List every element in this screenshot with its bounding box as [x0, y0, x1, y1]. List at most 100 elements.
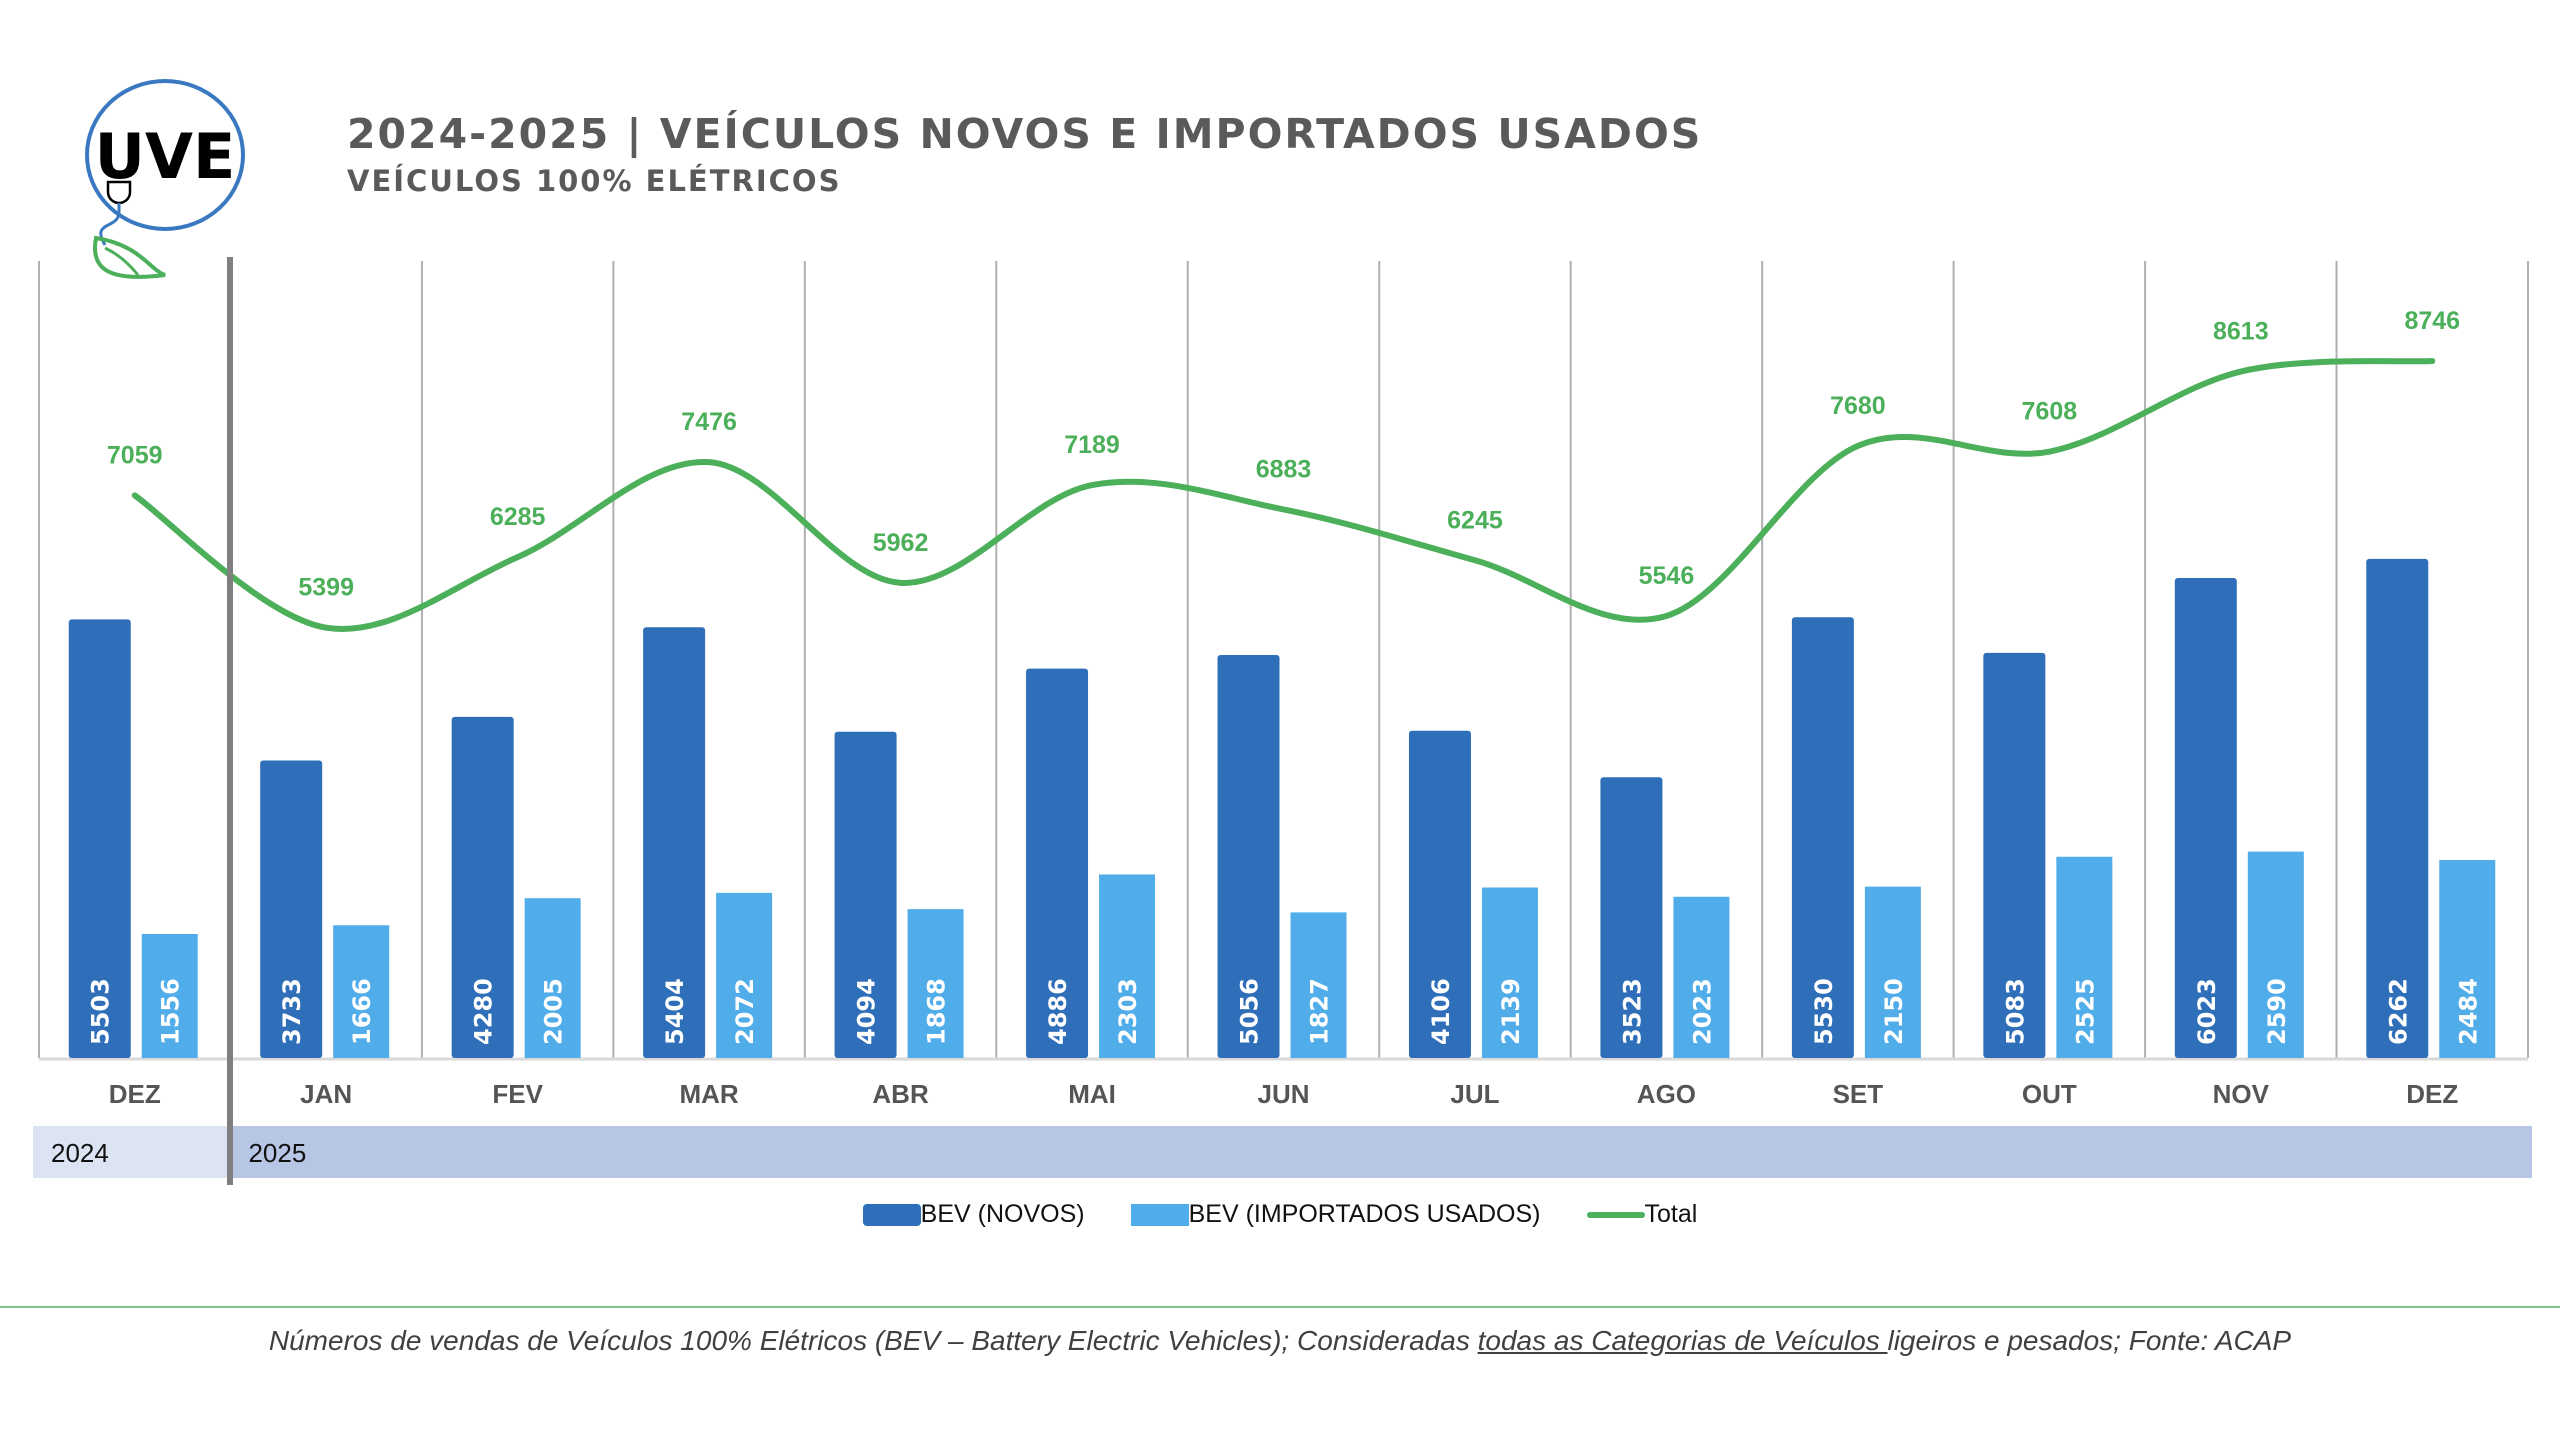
bar-usados: [2247, 851, 2304, 1058]
bar-label-usados: 1666: [348, 978, 376, 1045]
total-label: 7476: [681, 408, 737, 436]
bar-label-novos: 5503: [87, 978, 115, 1045]
bar-novos: [643, 627, 706, 1058]
bar-usados: [141, 933, 198, 1058]
x-tick-label: DEZ: [109, 1079, 161, 1109]
bar-label-novos: 4886: [1044, 978, 1072, 1045]
bar-usados: [524, 898, 581, 1058]
bar-label-usados: 2139: [1497, 978, 1525, 1045]
total-label: 7059: [107, 441, 163, 469]
year-band-2025: [230, 1126, 2533, 1178]
legend-item-total: Total: [1586, 1200, 1697, 1229]
total-label: 6245: [1447, 506, 1503, 534]
x-tick-label: JUL: [1450, 1079, 1499, 1109]
total-line: [131, 357, 2436, 632]
footer-note: Números de vendas de Veículos 100% Elétr…: [0, 1325, 2560, 1357]
legend-label-novos: BEV (NOVOS): [920, 1200, 1085, 1228]
bar-usados: [716, 892, 773, 1058]
bar-label-usados: 2005: [540, 978, 568, 1045]
total-label: 7680: [1830, 392, 1886, 420]
bar-novos: [1217, 655, 1280, 1058]
bar-label-novos: 5056: [1236, 978, 1264, 1045]
x-tick-label: DEZ: [2406, 1079, 2458, 1109]
bar-novos: [1983, 652, 2046, 1058]
uve-logo: UVE: [85, 79, 245, 279]
chart-title: 2024-2025 | VEÍCULOS NOVOS E IMPORTADOS …: [347, 110, 1703, 158]
year-divider: [227, 257, 233, 1185]
category-gridlines: [38, 261, 2529, 1061]
legend-item-novos: BEV (NOVOS): [862, 1200, 1085, 1229]
logo-circle-icon: [85, 79, 245, 231]
bar-label-novos: 3733: [278, 978, 306, 1045]
x-tick-label: ABR: [872, 1079, 929, 1109]
total-label: 6285: [490, 503, 546, 531]
bar-novos: [1408, 730, 1471, 1058]
footer-source: ligeiros e pesados; Fonte: ACAP: [1887, 1325, 2292, 1356]
bar-label-novos: 3523: [1618, 978, 1646, 1045]
bar-usados: [1481, 887, 1538, 1058]
bar-label-usados: 1868: [923, 978, 951, 1045]
total-data-labels: 7059 5399 6285 7476 5962 7189 6883 6245 5546 7680…: [107, 307, 2460, 602]
bar-label-novos: 6023: [2193, 978, 2221, 1045]
bar-data-labels: 5503 1556 3733 1666 4280 2005 5404 2072 4094 1868…: [87, 978, 2483, 1045]
total-label: 7608: [2022, 398, 2078, 426]
leaf-icon: [93, 235, 166, 279]
bar-usados: [2439, 860, 2496, 1058]
footer-divider: [0, 1306, 2560, 1308]
year-label: 2025: [248, 1138, 306, 1168]
year-band: 2024 2025: [33, 1126, 2533, 1178]
series-bev-usados: [141, 851, 2496, 1058]
bar-label-novos: 5404: [661, 978, 689, 1045]
x-tick-label: FEV: [492, 1079, 543, 1109]
bar-label-usados: 1556: [157, 978, 185, 1045]
bar-usados: [333, 925, 390, 1058]
x-tick-label: NOV: [2213, 1079, 2270, 1109]
x-tick-label: JAN: [300, 1079, 352, 1109]
bar-label-usados: 2484: [2454, 978, 2482, 1045]
bar-usados: [1864, 886, 1921, 1058]
legend-swatch-usados: [1130, 1203, 1189, 1226]
legend-item-usados: BEV (IMPORTADOS USADOS): [1130, 1200, 1541, 1229]
bar-label-novos: 5530: [1810, 978, 1838, 1045]
x-tick-label: OUT: [2022, 1079, 2077, 1109]
bar-label-usados: 2303: [1114, 978, 1142, 1045]
bar-label-usados: 2072: [731, 978, 759, 1045]
legend: BEV (NOVOS) BEV (IMPORTADOS USADOS) Tota…: [0, 1200, 2560, 1229]
bar-novos: [834, 731, 897, 1058]
x-axis-labels: DEZ JAN FEV MAR ABR MAI JUN JUL AGO SET OUT NOV DEZ: [109, 1079, 2459, 1109]
total-label: 8613: [2213, 318, 2269, 346]
total-label: 7189: [1064, 431, 1120, 459]
bar-usados: [907, 909, 964, 1058]
total-label: 8746: [2404, 307, 2460, 335]
bar-novos: [68, 619, 131, 1058]
total-label: 6883: [1256, 455, 1312, 483]
bar-usados: [1099, 874, 1156, 1058]
x-tick-label: SET: [1833, 1079, 1884, 1109]
bar-usados: [1673, 896, 1730, 1058]
footer-underlined-text: todas as Categorias de Veículos: [1477, 1325, 1888, 1356]
x-tick-label: AGO: [1637, 1079, 1696, 1109]
total-label: 5546: [1639, 562, 1695, 590]
bar-novos: [451, 716, 514, 1058]
bar-novos: [260, 760, 323, 1058]
bar-label-usados: 1827: [1306, 978, 1334, 1045]
total-label: 5399: [298, 574, 354, 602]
bar-label-novos: 4280: [470, 978, 498, 1045]
bar-label-novos: 4106: [1427, 978, 1455, 1045]
bar-label-novos: 5083: [2001, 978, 2029, 1045]
legend-swatch-total: [1586, 1211, 1645, 1218]
bar-label-usados: 2525: [2071, 978, 2099, 1045]
year-label: 2024: [51, 1138, 109, 1168]
chart-subtitle: VEÍCULOS 100% ELÉTRICOS: [347, 164, 842, 198]
legend-label-usados: BEV (IMPORTADOS USADOS): [1188, 1200, 1541, 1228]
bar-usados: [2056, 856, 2113, 1058]
bar-novos: [1026, 668, 1089, 1058]
x-tick-label: MAI: [1068, 1079, 1116, 1109]
x-tick-label: MAR: [680, 1079, 739, 1109]
bar-novos: [2366, 558, 2429, 1058]
combo-chart: 2024 2025 5503 1556 3733 1666 4280 2005 5404 207…: [33, 257, 2533, 1185]
year-band-2024: [33, 1126, 231, 1178]
bar-label-usados: 2023: [1688, 978, 1716, 1045]
bar-label-novos: 4094: [853, 978, 881, 1045]
bar-label-usados: 2150: [1880, 978, 1908, 1045]
